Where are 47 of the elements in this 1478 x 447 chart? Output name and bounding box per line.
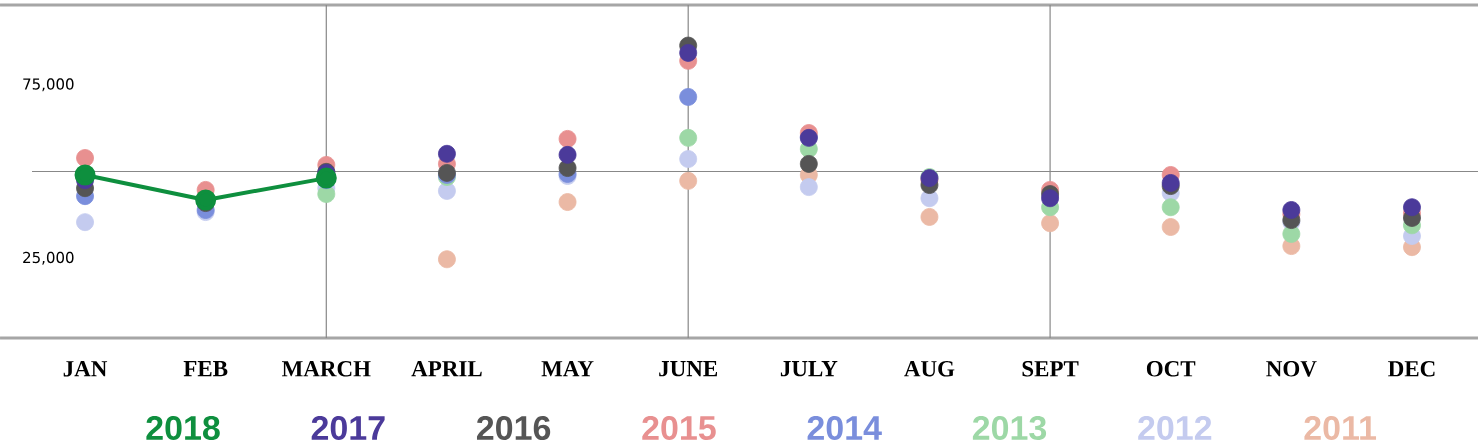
point <box>1282 201 1301 219</box>
point <box>74 164 96 186</box>
point <box>799 154 818 173</box>
point <box>1161 198 1180 217</box>
point <box>558 145 577 164</box>
x-tick-label: MAY <box>541 361 594 377</box>
point <box>1041 189 1059 208</box>
x-tick-label: MARCH <box>281 361 371 377</box>
point <box>315 167 337 189</box>
point <box>920 208 939 226</box>
point <box>679 150 698 168</box>
point <box>1403 198 1421 217</box>
point <box>76 149 94 167</box>
x-tick-label: DEC <box>1388 361 1435 377</box>
x-tick-label: JAN <box>63 361 108 377</box>
point <box>679 43 698 62</box>
point <box>1161 218 1180 236</box>
point <box>76 213 94 232</box>
point <box>799 178 818 197</box>
point <box>679 171 698 190</box>
point <box>679 88 698 106</box>
point <box>317 185 336 203</box>
text: 2011 <box>1304 415 1377 441</box>
point <box>679 128 698 147</box>
text: 2013 <box>972 415 1047 441</box>
text: 2012 <box>1138 415 1212 441</box>
x-tick-label: SEPT <box>1022 361 1079 377</box>
x-tick-label: JUNE <box>659 361 718 377</box>
x-tick-label: AUG <box>904 361 955 377</box>
point <box>558 130 577 148</box>
point <box>195 189 217 211</box>
x-tick-label: APRIL <box>411 361 482 377</box>
x-tick-label: NOV <box>1266 361 1317 377</box>
text: 2018 <box>146 415 220 441</box>
point <box>558 193 577 211</box>
x-tick-label: OCT <box>1146 361 1196 377</box>
text: 2015 <box>642 415 716 441</box>
y-tick-label: 75,000 <box>23 78 74 92</box>
text: 2016 <box>476 415 551 441</box>
point <box>438 250 456 269</box>
point <box>438 144 456 163</box>
point <box>1041 214 1059 233</box>
x-tick-label: JULY <box>780 361 838 377</box>
x-tick-label: FEB <box>183 361 228 377</box>
text: 2017 <box>311 415 385 441</box>
y-tick-label: 25,000 <box>23 251 74 265</box>
text: 2014 <box>807 415 882 441</box>
